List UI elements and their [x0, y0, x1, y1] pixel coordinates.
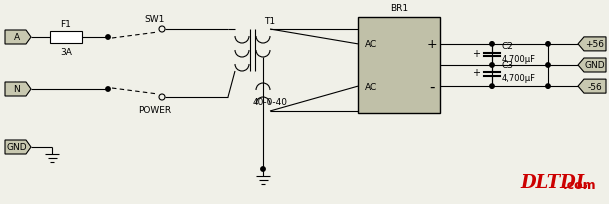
Text: 4,700μF: 4,700μF	[502, 74, 536, 83]
Text: C2: C2	[502, 42, 514, 51]
Polygon shape	[578, 59, 606, 73]
Circle shape	[106, 87, 110, 92]
Text: BR1: BR1	[390, 4, 408, 13]
Text: A: A	[14, 33, 20, 42]
Text: DLTDL: DLTDL	[520, 173, 588, 191]
Text: AC: AC	[365, 40, 377, 49]
Text: -56: -56	[588, 82, 602, 91]
Text: GND: GND	[7, 143, 27, 152]
Text: +: +	[472, 68, 480, 78]
Circle shape	[159, 94, 165, 101]
Bar	[358, 18, 440, 113]
Polygon shape	[578, 80, 606, 94]
Polygon shape	[5, 140, 31, 154]
Circle shape	[546, 84, 550, 89]
Circle shape	[490, 63, 494, 68]
Circle shape	[261, 167, 265, 171]
Text: F1: F1	[60, 20, 71, 29]
Text: 4,700μF: 4,700μF	[502, 54, 536, 63]
Text: N: N	[13, 85, 20, 94]
Text: -: -	[429, 79, 435, 94]
Polygon shape	[578, 38, 606, 52]
Text: C3: C3	[502, 61, 514, 70]
Polygon shape	[5, 31, 31, 45]
Text: 3A: 3A	[60, 48, 72, 57]
Text: 40-0-40: 40-0-40	[253, 98, 287, 106]
Text: +: +	[427, 38, 437, 51]
Circle shape	[490, 42, 494, 47]
Text: T1: T1	[264, 17, 275, 26]
Text: +56: +56	[585, 40, 605, 49]
Circle shape	[490, 84, 494, 89]
Circle shape	[106, 36, 110, 40]
Circle shape	[546, 63, 550, 68]
Bar	[50, 32, 82, 44]
Circle shape	[546, 42, 550, 47]
Text: SW1: SW1	[145, 15, 165, 24]
Polygon shape	[5, 83, 31, 96]
Text: GND: GND	[585, 61, 605, 70]
Circle shape	[159, 27, 165, 33]
Text: AC: AC	[365, 82, 377, 91]
Text: .com: .com	[563, 178, 597, 191]
Text: POWER: POWER	[138, 105, 172, 114]
Text: +: +	[472, 49, 480, 59]
